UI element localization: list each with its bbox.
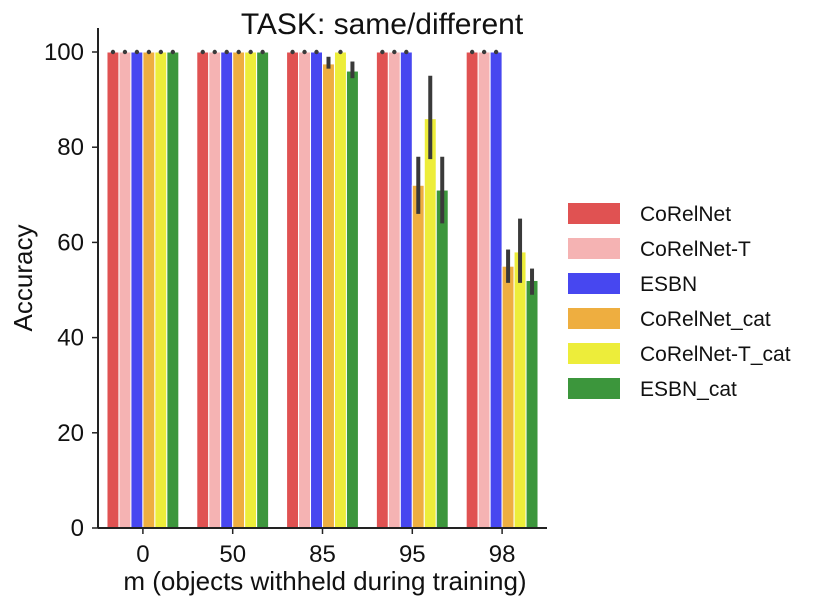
error-dot-CoRelNet-T_cat-85 [338, 49, 343, 55]
legend-label-ESBN_cat: ESBN_cat [640, 378, 737, 401]
legend-label-CoRelNet_cat: CoRelNet_cat [640, 308, 771, 331]
error-dot-CoRelNet-50 [200, 49, 205, 55]
x-ticks-group: 0 50 85 95 98 [136, 528, 515, 568]
x-tick-label: 0 [136, 541, 149, 568]
bar-CoRelNet-95 [375, 51, 389, 529]
bar-CoRelNet-T-50 [208, 51, 222, 529]
bar-CoRelNet-0 [106, 51, 120, 529]
bar-CoRelNet-85 [286, 51, 300, 529]
chart-title: TASK: same/different [241, 8, 524, 41]
error-dot-CoRelNet-T_cat-0 [158, 49, 164, 55]
error-dot-ESBN_cat-0 [170, 49, 176, 55]
bar-CoRelNet-T-95 [387, 51, 401, 529]
error-dot-CoRelNet-T-95 [392, 49, 397, 55]
bar-CoRelNet_cat-98 [501, 265, 515, 529]
legend: CoRelNet CoRelNet-T ESBN CoRelNet_cat CoRelN… [568, 203, 791, 401]
x-tick-label: 98 [489, 541, 516, 568]
error-dot-CoRelNet-T-0 [122, 49, 128, 55]
bar-CoRelNet_cat-95 [411, 184, 425, 529]
bars-group [106, 51, 539, 529]
legend-swatch-CoRelNet [568, 203, 620, 224]
error-dot-ESBN-0 [134, 49, 140, 55]
legend-swatch-CoRelNet-T [568, 238, 620, 259]
legend-swatch-CoRelNet_cat [568, 308, 620, 329]
legend-label-ESBN: ESBN [640, 273, 697, 296]
y-tick-label: 60 [57, 229, 84, 256]
error-dot-CoRelNet-T-85 [302, 49, 307, 55]
legend-label-CoRelNet-T: CoRelNet-T [640, 238, 751, 261]
y-tick-label: 0 [71, 515, 84, 542]
bar-ESBN_cat-98 [525, 279, 539, 529]
y-tick-label: 80 [57, 134, 84, 161]
y-tick-label: 40 [57, 325, 84, 352]
error-dot-CoRelNet_cat-0 [146, 49, 152, 55]
y-axis-label: Accuracy [8, 225, 38, 332]
bar-ESBN-0 [130, 51, 144, 529]
error-dot-CoRelNet-0 [110, 49, 116, 55]
y-tick-label: 20 [57, 420, 84, 447]
bar-ESBN-85 [310, 51, 324, 529]
x-axis-label: m (objects withheld during training) [123, 566, 526, 596]
error-dot-CoRelNet-T_cat-50 [248, 49, 253, 55]
x-tick-label: 85 [309, 541, 336, 568]
bar-CoRelNet-T-0 [118, 51, 132, 529]
bar-CoRelNet_cat-50 [232, 51, 246, 529]
error-dot-CoRelNet-95 [380, 49, 385, 55]
x-tick-label: 95 [399, 541, 426, 568]
bar-CoRelNet-T_cat-0 [154, 51, 168, 529]
bar-CoRelNet-50 [196, 51, 210, 529]
error-dot-ESBN-98 [493, 49, 499, 55]
bar-CoRelNet-T_cat-50 [244, 51, 258, 529]
x-tick-label: 50 [219, 541, 246, 568]
error-dot-ESBN-85 [314, 49, 319, 55]
y-tick-label: 100 [44, 39, 84, 66]
legend-swatch-CoRelNet-T_cat [568, 343, 620, 364]
bar-CoRelNet_cat-0 [142, 51, 156, 529]
y-ticks-group: 0 20 40 60 80 100 [44, 39, 98, 542]
error-dot-ESBN_cat-50 [260, 49, 265, 55]
error-dot-ESBN-95 [404, 49, 409, 55]
error-dot-CoRelNet-98 [469, 49, 475, 55]
legend-label-CoRelNet-T_cat: CoRelNet-T_cat [640, 343, 791, 366]
bar-ESBN_cat-85 [345, 70, 359, 529]
error-dot-CoRelNet-T-98 [481, 49, 487, 55]
error-dot-CoRelNet-85 [290, 49, 295, 55]
error-dot-CoRelNet_cat-50 [236, 49, 241, 55]
bar-CoRelNet_cat-85 [322, 63, 335, 529]
bar-ESBN_cat-95 [435, 189, 449, 529]
bar-CoRelNet-98 [465, 51, 479, 529]
bar-CoRelNet-T_cat-98 [513, 251, 527, 529]
error-bars-group [110, 49, 535, 295]
bar-ESBN-50 [220, 51, 234, 529]
bar-CoRelNet-T_cat-85 [333, 51, 347, 529]
bar-ESBN_cat-50 [256, 51, 270, 529]
bar-ESBN-98 [489, 51, 503, 529]
bar-CoRelNet-T-85 [298, 51, 312, 529]
bar-ESBN-95 [399, 51, 413, 529]
bar-ESBN_cat-0 [166, 51, 180, 529]
legend-swatch-ESBN [568, 273, 620, 294]
legend-swatch-ESBN_cat [568, 378, 620, 399]
error-dot-ESBN-50 [224, 49, 229, 55]
legend-label-CoRelNet: CoRelNet [640, 203, 731, 226]
bar-CoRelNet-T_cat-95 [423, 118, 437, 529]
bar-CoRelNet-T-98 [477, 51, 491, 529]
error-dot-CoRelNet-T-50 [212, 49, 217, 55]
